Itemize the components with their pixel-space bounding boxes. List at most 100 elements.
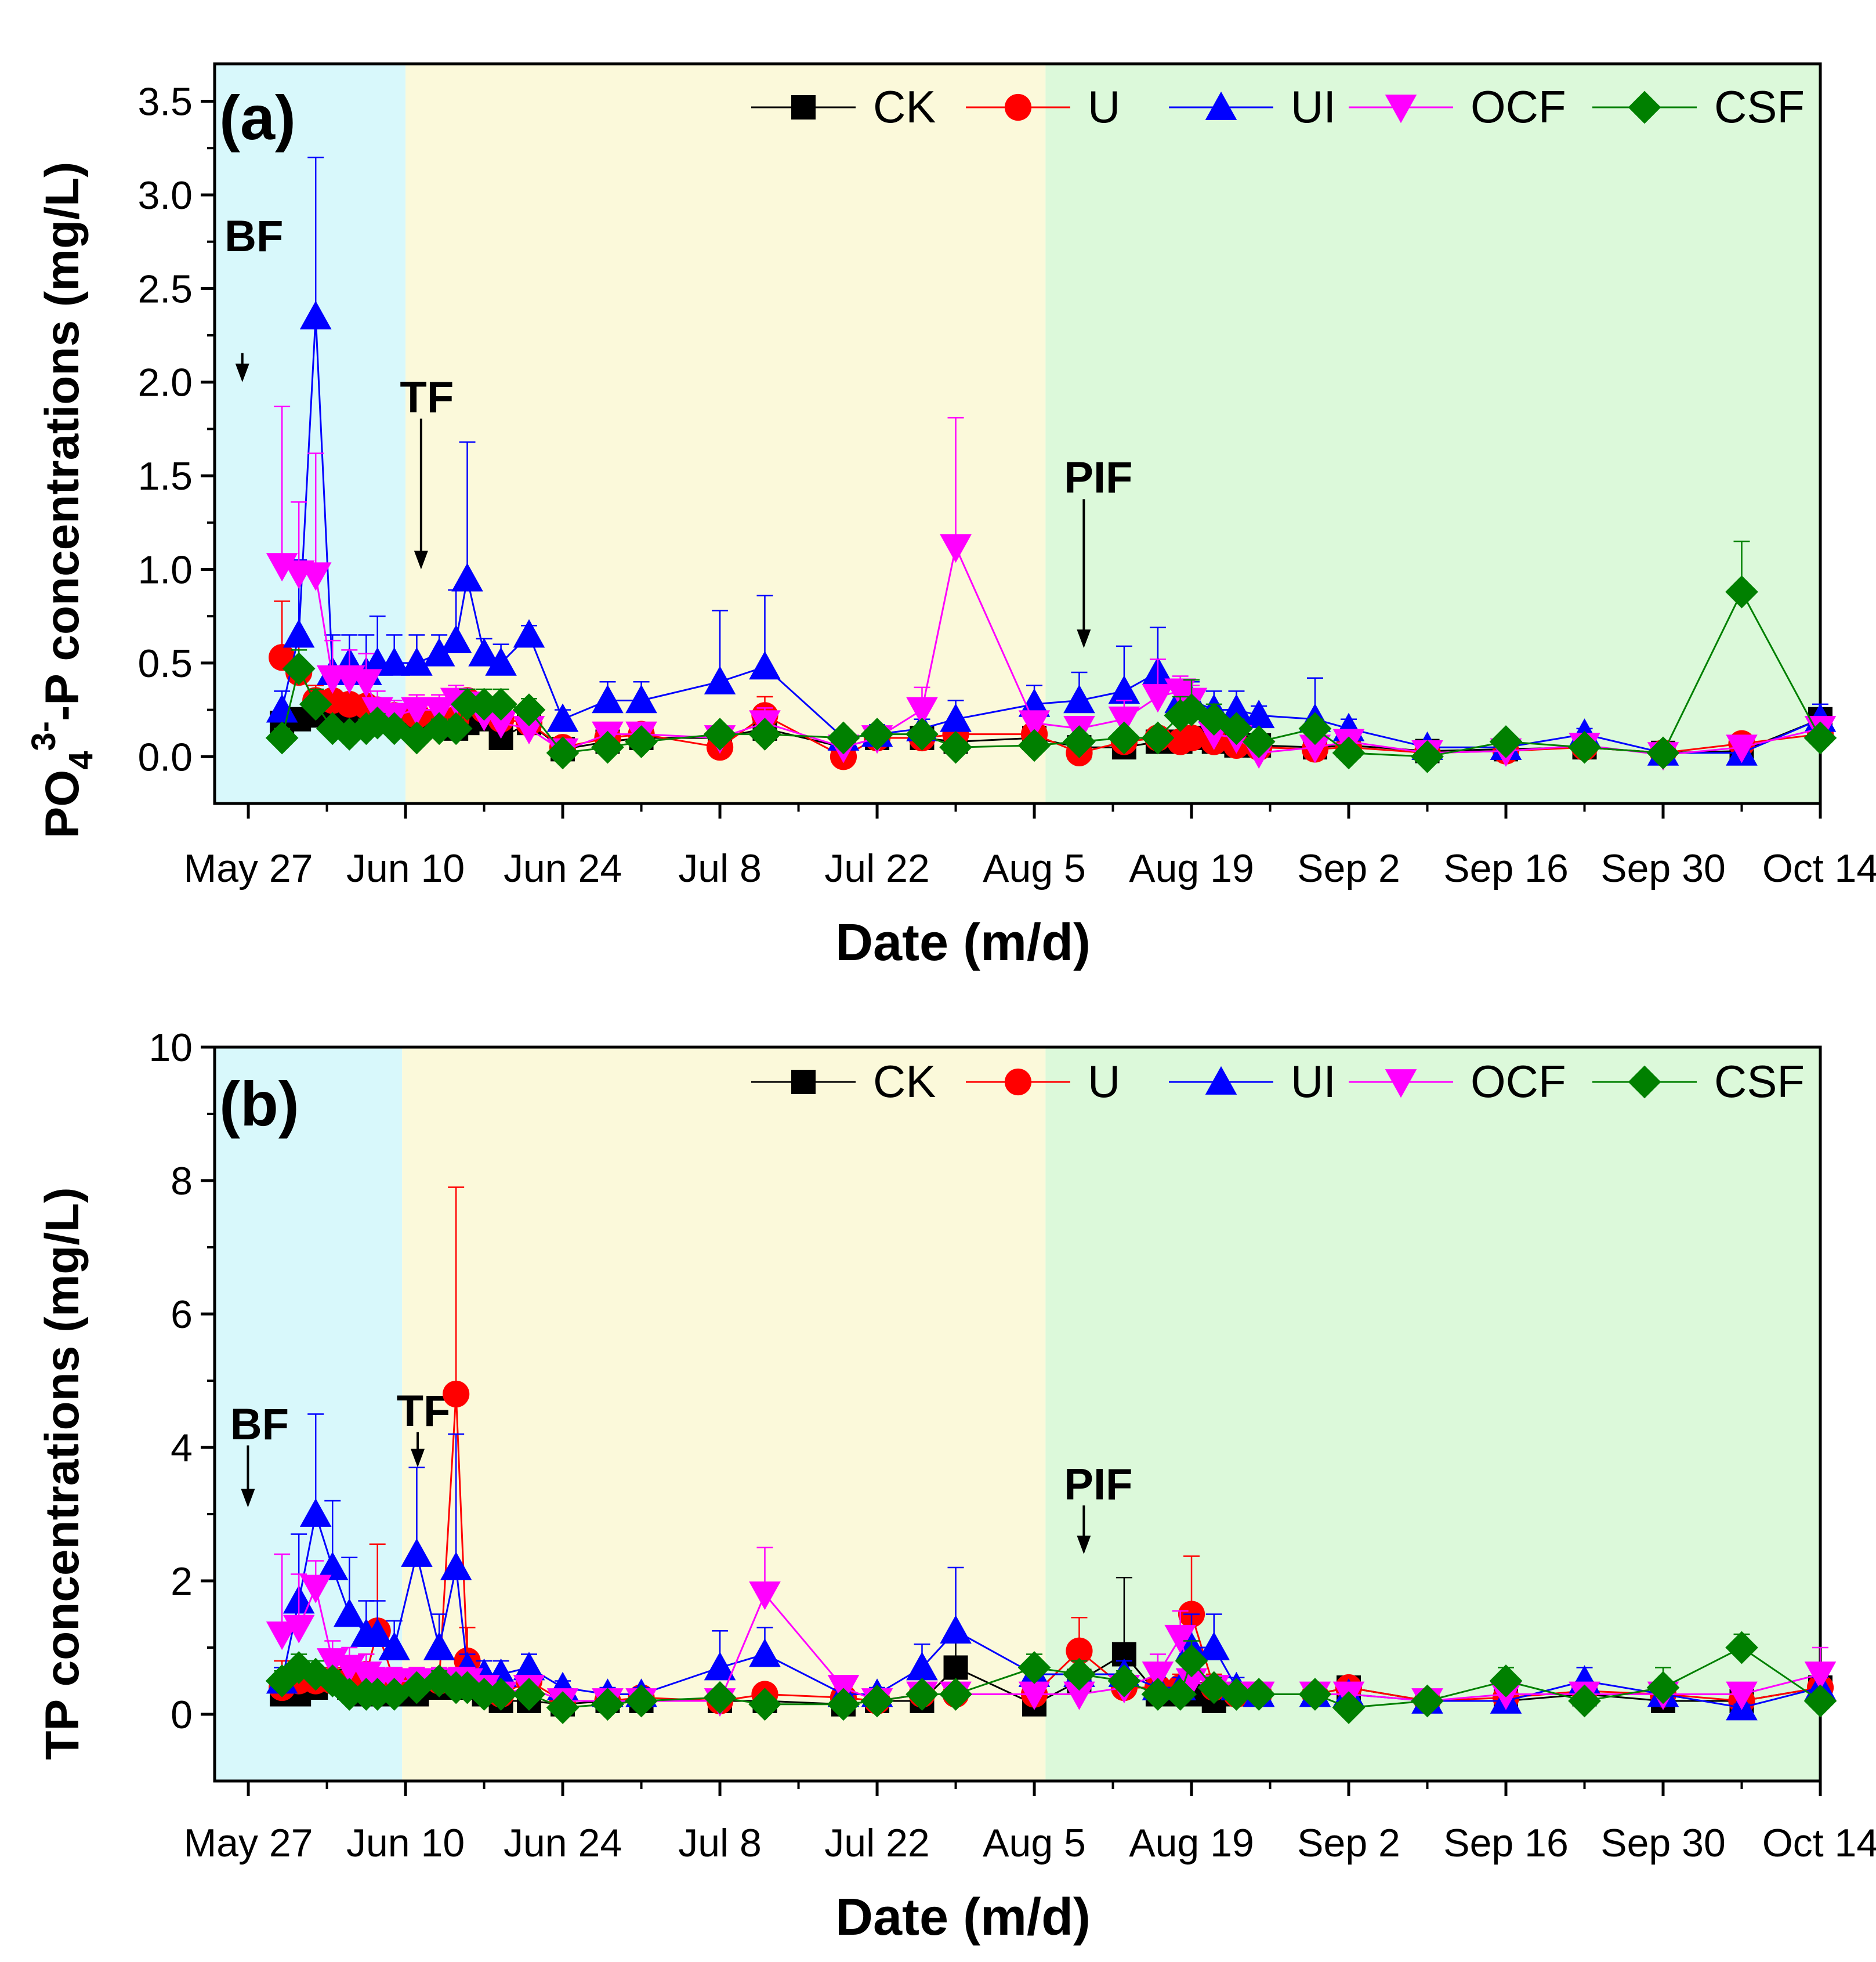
data-point-ui-b — [440, 1551, 472, 1580]
legend-marker-csf-a — [1628, 91, 1661, 124]
data-point-csf-b — [468, 1678, 501, 1711]
data-point-csf-b — [827, 1688, 860, 1721]
data-point-csf-b — [906, 1678, 939, 1711]
data-point-csf-a — [827, 721, 860, 755]
data-point-ocf-b — [283, 1615, 315, 1644]
y-title-b: TP concentrations (mg/L) — [36, 1187, 89, 1760]
data-point-ui-a — [1063, 685, 1095, 714]
data-point-csf-b — [512, 1678, 546, 1711]
data-point-csf-b — [1725, 1631, 1758, 1664]
data-point-ui-a — [940, 703, 972, 732]
data-point-csf-b — [1107, 1664, 1141, 1697]
data-point-csf-b — [484, 1678, 517, 1711]
data-point-ui-a — [378, 647, 411, 676]
legend-label-u-b: U — [1088, 1056, 1120, 1107]
y-tick-label-a: 2.0 — [137, 361, 193, 405]
y-tick-label-b: 4 — [171, 1426, 193, 1470]
data-point-csf-a — [282, 652, 316, 685]
data-point-csf-a — [546, 736, 580, 770]
y-title-a-subscript: 4 — [62, 751, 100, 770]
data-point-ui-a — [749, 651, 781, 680]
data-point-csf-b — [703, 1681, 737, 1714]
y-title-a-superscript: 3- — [25, 721, 63, 751]
panel-b: 0 2 4 6 8 10 May 27 Jun 10 Jun 24 Jul 8 Jul 22 Aug … — [36, 1026, 1876, 1946]
data-point-csf-b — [1332, 1691, 1366, 1724]
x-axis-title-a: Date (m/d) — [835, 914, 1091, 972]
x-tick-label-b: Aug 5 — [983, 1821, 1086, 1865]
y-tick-label-b: 0 — [171, 1693, 193, 1737]
annotation-tf-a: TF — [400, 372, 454, 422]
data-point-csf-a — [1197, 703, 1231, 736]
y-title-a-part1: PO — [36, 770, 89, 838]
data-point-ui-b — [749, 1638, 781, 1667]
legend-label-ck-b: CK — [873, 1056, 936, 1107]
x-tick-label-a: Jul 8 — [678, 846, 762, 890]
data-point-csf-a — [265, 721, 299, 755]
data-point-ocf-b — [1142, 1661, 1174, 1690]
data-point-ocf-a — [485, 710, 517, 739]
plot-frame-a — [213, 62, 1822, 805]
data-point-ui-a — [625, 685, 657, 714]
y-tick-label-a: 2.5 — [137, 267, 193, 311]
x-tick-label-a: Jul 22 — [824, 846, 929, 890]
y-tick-label-b: 10 — [149, 1026, 193, 1070]
data-point-csf-a — [1017, 729, 1051, 762]
data-point-ui-b — [299, 1498, 332, 1527]
data-point-csf-a — [1242, 725, 1276, 758]
x-tick-label-b: Sep 16 — [1443, 1821, 1569, 1865]
data-point-csf-a — [422, 712, 456, 745]
x-tick-label-a: Aug 5 — [983, 846, 1086, 890]
data-point-ocf-a — [1108, 706, 1140, 736]
data-point-ui-a — [1243, 699, 1275, 729]
x-tick-label-a: May 27 — [184, 846, 313, 890]
data-point-ui-a — [451, 563, 483, 592]
legend-label-csf-b: CSF — [1714, 1056, 1805, 1107]
data-point-csf-a — [439, 712, 473, 745]
data-point-ui-b — [361, 1618, 393, 1647]
data-point-ocf-a — [1142, 684, 1174, 713]
data-point-ocf-b — [299, 1574, 332, 1603]
data-point-ocf-a — [266, 553, 298, 582]
annotation-arrowhead-tf-a — [414, 551, 428, 570]
x-tick-label-a: Oct 14 — [1762, 846, 1876, 890]
data-point-csf-a — [860, 718, 894, 751]
data-point-csf-b — [1164, 1678, 1197, 1711]
x-tick-label-a: Sep 2 — [1297, 846, 1400, 890]
data-point-ocf-b — [1018, 1681, 1051, 1710]
data-point-csf-b — [1017, 1651, 1051, 1684]
data-point-u-b — [1066, 1637, 1093, 1664]
data-point-ui-b — [906, 1652, 938, 1681]
data-point-csf-b — [282, 1651, 316, 1684]
data-point-ui-a — [546, 703, 579, 732]
data-point-csf-a — [1803, 721, 1837, 755]
data-point-ocf-a — [906, 697, 938, 726]
data-point-ui-a — [401, 647, 433, 676]
data-point-csf-b — [939, 1678, 972, 1711]
data-point-ui-b — [423, 1631, 455, 1660]
data-point-csf-a — [591, 730, 624, 764]
legend-label-csf-a: CSF — [1714, 81, 1805, 132]
data-point-csf-a — [906, 718, 939, 751]
data-point-ocf-a — [513, 716, 545, 745]
data-point-csf-b — [1175, 1644, 1208, 1678]
data-point-csf-b — [1489, 1664, 1523, 1697]
data-point-csf-b — [1568, 1684, 1601, 1718]
data-point-ui-b — [378, 1631, 411, 1660]
data-point-ui-a — [704, 665, 736, 695]
data-point-ui-a — [1108, 675, 1140, 704]
data-point-ui-a — [1221, 694, 1252, 723]
data-point-ocf-a — [350, 669, 382, 698]
annotation-arrowhead-bf-a — [235, 363, 249, 382]
data-point-csf-a — [1725, 575, 1758, 609]
data-point-csf-a — [1063, 725, 1096, 758]
data-point-ocf-b — [1164, 1624, 1196, 1654]
data-point-ocf-a — [401, 697, 433, 726]
annotation-bf-b: BF — [230, 1400, 289, 1449]
data-point-u-b — [443, 1380, 470, 1408]
data-point-csf-b — [625, 1684, 658, 1718]
phase-band-2-b — [402, 1047, 1046, 1781]
data-point-csf-a — [299, 687, 332, 721]
y-tick-label-a: 0.0 — [137, 735, 193, 779]
data-point-csf-a — [1298, 712, 1332, 745]
